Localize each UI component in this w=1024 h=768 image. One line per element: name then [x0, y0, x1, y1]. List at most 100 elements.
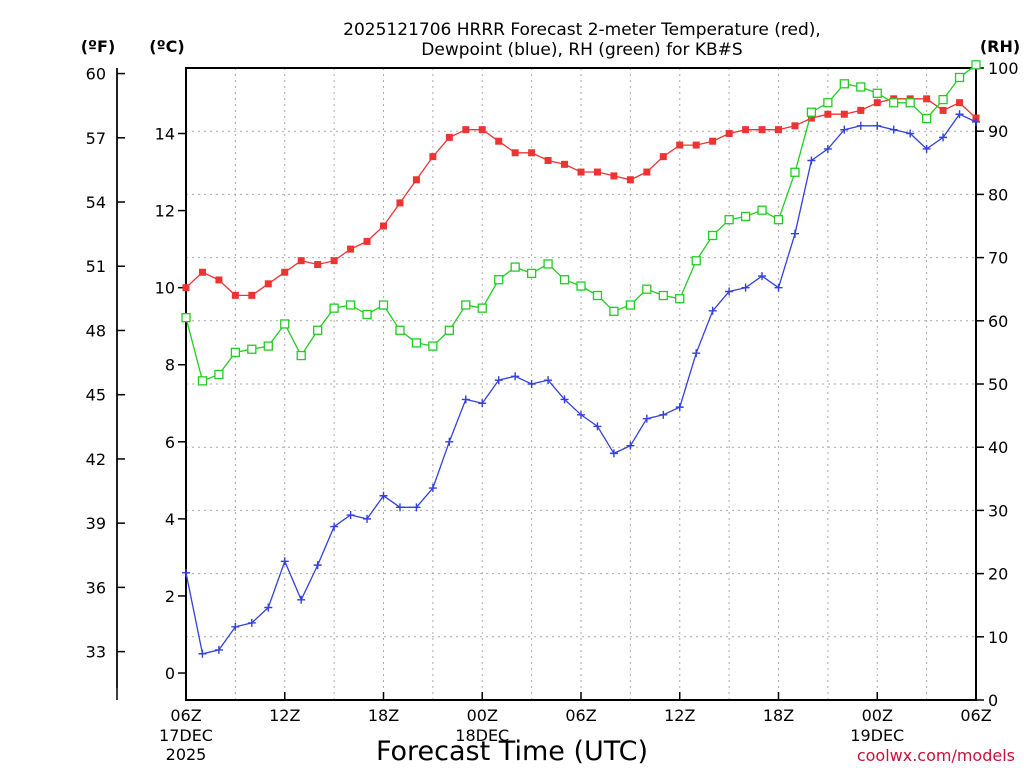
rh-point — [362, 309, 372, 320]
temperature-point — [610, 172, 618, 180]
x-tick-label: 12Z — [269, 706, 300, 725]
dewpoint-point — [198, 649, 207, 658]
temperature-point — [626, 176, 634, 184]
dewpoint-point — [428, 484, 437, 493]
temperature-point — [725, 130, 733, 138]
x-tick-year-label: 2025 — [166, 745, 207, 764]
dewpoint-point — [659, 410, 668, 419]
x-tick-date-label: 19DEC — [850, 726, 904, 745]
dewpoint-point — [231, 622, 240, 631]
rh-point — [247, 344, 257, 354]
x-tick-label: 00Z — [467, 706, 498, 725]
temperature-point — [742, 126, 750, 134]
dewpoint-point — [626, 441, 635, 450]
rh-point — [938, 94, 948, 105]
rh-point — [757, 205, 767, 215]
chart-title-line-2: Dewpoint (blue), RH (green) for KB#S — [421, 40, 742, 60]
rh-tick-label: 60 — [988, 312, 1008, 331]
dewpoint-point — [972, 117, 980, 126]
temperature-point — [709, 137, 717, 145]
dewpoint-point — [642, 414, 651, 423]
dewpoint-point — [445, 437, 454, 446]
rh-point — [559, 275, 570, 285]
rh-point — [823, 98, 833, 108]
dewpoint-point — [494, 376, 503, 385]
x-tick-label: 18Z — [763, 706, 794, 725]
temperature-point — [791, 122, 799, 130]
dewpoint-point — [840, 125, 849, 134]
temperature-point — [692, 141, 700, 149]
rh-point — [576, 281, 586, 291]
x-tick-label: 06Z — [960, 706, 991, 725]
temperature-point — [758, 126, 766, 134]
dewpoint-point — [346, 511, 355, 520]
temperature-point — [478, 126, 486, 134]
dewpoint-point — [264, 603, 273, 612]
fahrenheit-unit-label: (ºF) — [81, 37, 116, 56]
fahrenheit-tick-label: 60 — [86, 65, 106, 84]
rh-point — [954, 72, 965, 83]
temperature-point — [873, 99, 881, 107]
rh-point — [658, 290, 668, 301]
series-rh — [181, 60, 981, 386]
dewpoint-point — [511, 372, 520, 381]
x-axis-label: Forecast Time (UTC) — [376, 736, 648, 767]
temperature-point — [923, 95, 931, 103]
chart-title-line-1: 2025121706 HRRR Forecast 2-meter Tempera… — [343, 20, 821, 40]
rh-point — [889, 98, 899, 108]
temperature-point — [281, 268, 289, 276]
rh-tick-label: 50 — [988, 375, 1008, 394]
temperature-point — [659, 153, 667, 161]
dewpoint-point — [461, 395, 470, 404]
rh-point — [313, 325, 323, 335]
dewpoint-point — [330, 522, 339, 531]
rh-point — [856, 82, 866, 92]
dewpoint-point — [182, 568, 190, 577]
dewpoint-point — [544, 376, 553, 385]
celsius-tick-label: 14 — [155, 125, 175, 144]
rh-point — [214, 369, 224, 380]
temperature-point — [577, 168, 585, 176]
rh-point — [263, 341, 273, 351]
dewpoint-point — [692, 349, 701, 358]
dewpoint-point — [280, 557, 289, 566]
dewpoint-point — [313, 561, 322, 570]
rh-point — [625, 300, 636, 310]
temperature-point — [462, 126, 470, 134]
rh-tick-label: 20 — [988, 565, 1008, 584]
rh-point — [592, 290, 603, 301]
rh-point — [790, 167, 800, 177]
rh-unit-label: (RH) — [980, 37, 1020, 56]
temperature-point — [643, 168, 651, 176]
x-tick-label: 06Z — [170, 706, 201, 725]
dewpoint-point — [593, 422, 602, 431]
dewpoint-point — [725, 287, 734, 296]
dewpoint-point — [758, 272, 767, 281]
rh-point — [329, 303, 339, 313]
fahrenheit-tick-label: 39 — [86, 514, 106, 533]
dewpoint-point — [527, 380, 536, 388]
dewpoint-point — [297, 595, 306, 604]
celsius-tick-label: 4 — [165, 510, 175, 529]
fahrenheit-tick-label: 33 — [86, 643, 106, 662]
temperature-point — [412, 176, 420, 184]
dewpoint-point — [939, 133, 948, 142]
temperature-point — [363, 237, 371, 245]
temperature-point — [231, 291, 239, 299]
x-tick-date-label: 18DEC — [455, 726, 509, 745]
fahrenheit-tick-label: 51 — [86, 257, 106, 276]
temperature-point — [956, 99, 964, 107]
temperature-point — [445, 133, 453, 141]
temperature-point — [264, 280, 272, 288]
temperature-point — [528, 149, 536, 157]
rh-tick-label: 90 — [988, 122, 1008, 141]
rh-point — [905, 98, 915, 108]
rh-point — [675, 294, 685, 304]
dewpoint-point — [873, 121, 882, 130]
rh-point — [477, 303, 487, 313]
dewpoint-point — [856, 121, 865, 130]
temperature-point — [396, 199, 404, 207]
x-tick-label: 18Z — [368, 706, 399, 725]
series-temperature — [182, 95, 980, 299]
dewpoint-point — [363, 514, 372, 523]
